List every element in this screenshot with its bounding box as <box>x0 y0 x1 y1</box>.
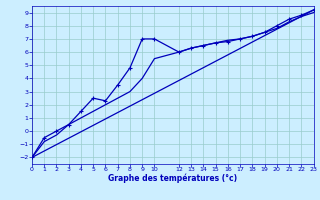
X-axis label: Graphe des températures (°c): Graphe des températures (°c) <box>108 174 237 183</box>
